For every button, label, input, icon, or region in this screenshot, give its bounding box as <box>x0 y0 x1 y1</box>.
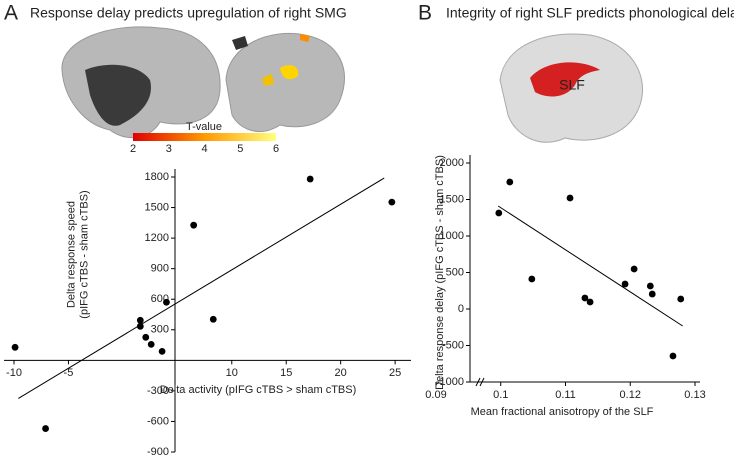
y-tick-label: -900 <box>147 446 169 456</box>
x-tick-label: 15 <box>280 367 292 379</box>
axis-break <box>479 377 485 387</box>
colorbar-tick: 3 <box>166 143 172 155</box>
y-tick-label: 1200 <box>145 232 169 244</box>
point <box>586 298 594 306</box>
y-tick-label: 300 <box>151 324 169 336</box>
point <box>669 352 677 360</box>
y-axis-label: (pIFG cTBS - sham cTBS) <box>78 190 90 318</box>
point <box>566 194 574 202</box>
point <box>506 178 514 186</box>
point <box>677 295 685 303</box>
x-tick-label: 20 <box>335 367 347 379</box>
tract-label: SLF <box>559 77 585 93</box>
point <box>158 347 166 355</box>
y-axis-label: Delta response speed <box>65 201 77 308</box>
point <box>163 298 170 306</box>
point <box>528 275 536 283</box>
y-tick-label: 2000 <box>440 157 464 169</box>
y-tick-label: 1000 <box>440 230 464 242</box>
x-tick-label: 0.13 <box>684 389 705 401</box>
point <box>630 265 638 273</box>
x-axis-label: Delta activity (pIFG cTBS > sham cTBS) <box>160 384 357 396</box>
colorbar-tick: 6 <box>273 143 279 155</box>
brain-left <box>61 26 221 139</box>
x-tick-label: 25 <box>389 367 401 379</box>
x-tick-label: 0.12 <box>620 389 641 401</box>
point <box>147 340 155 348</box>
point <box>11 343 19 351</box>
panel-letter: A <box>4 2 18 25</box>
y-tick-label: 1500 <box>440 193 464 205</box>
colorbar-tick: 5 <box>237 143 243 155</box>
trend-line <box>497 205 683 327</box>
y-tick-label: -300 <box>147 385 169 397</box>
point <box>136 316 144 324</box>
y-tick-label: 900 <box>151 263 169 275</box>
point <box>495 209 503 217</box>
y-tick-label: 1800 <box>145 171 169 183</box>
trend-line <box>18 177 385 399</box>
x-tick-label: 0.11 <box>555 389 576 401</box>
point <box>306 175 314 183</box>
panel-title: Response delay predicts upregulation of … <box>30 5 347 21</box>
panel-title: Integrity of right SLF predicts phonolog… <box>446 5 734 21</box>
colorbar-tick: 2 <box>130 143 136 155</box>
point <box>388 198 396 206</box>
y-tick-label: -1000 <box>436 376 464 388</box>
y-tick-label: -600 <box>147 415 169 427</box>
y-tick-label: 1500 <box>145 201 169 213</box>
colorbar <box>133 133 276 141</box>
y-tick-label: 0 <box>458 303 464 315</box>
point <box>42 425 49 432</box>
y-tick-label: 500 <box>446 266 464 278</box>
x-axis-label: Mean fractional anisotropy of the SLF <box>471 406 654 418</box>
x-tick-label: 10 <box>226 367 238 379</box>
x-tick-label: -5 <box>64 367 74 379</box>
point <box>142 333 150 341</box>
brain-right <box>225 33 345 133</box>
y-tick-label: -500 <box>442 339 464 351</box>
panel-letter: B <box>418 2 432 25</box>
point <box>648 290 656 298</box>
point <box>190 221 198 229</box>
point <box>621 280 629 288</box>
colorbar-tick: 4 <box>201 143 207 155</box>
point <box>646 282 654 290</box>
brain-tract <box>499 33 644 143</box>
point <box>136 322 144 330</box>
colorbar-label: T-value <box>186 121 222 133</box>
x-tick-label: 0.09 <box>425 389 446 401</box>
point <box>581 294 589 302</box>
y-axis-label: Delta response delay (pIFG cTBS - sham c… <box>434 155 446 390</box>
point <box>209 315 217 323</box>
x-tick-label: 0.1 <box>493 389 508 401</box>
x-tick-label: -10 <box>6 367 22 379</box>
axis-break <box>475 377 481 387</box>
